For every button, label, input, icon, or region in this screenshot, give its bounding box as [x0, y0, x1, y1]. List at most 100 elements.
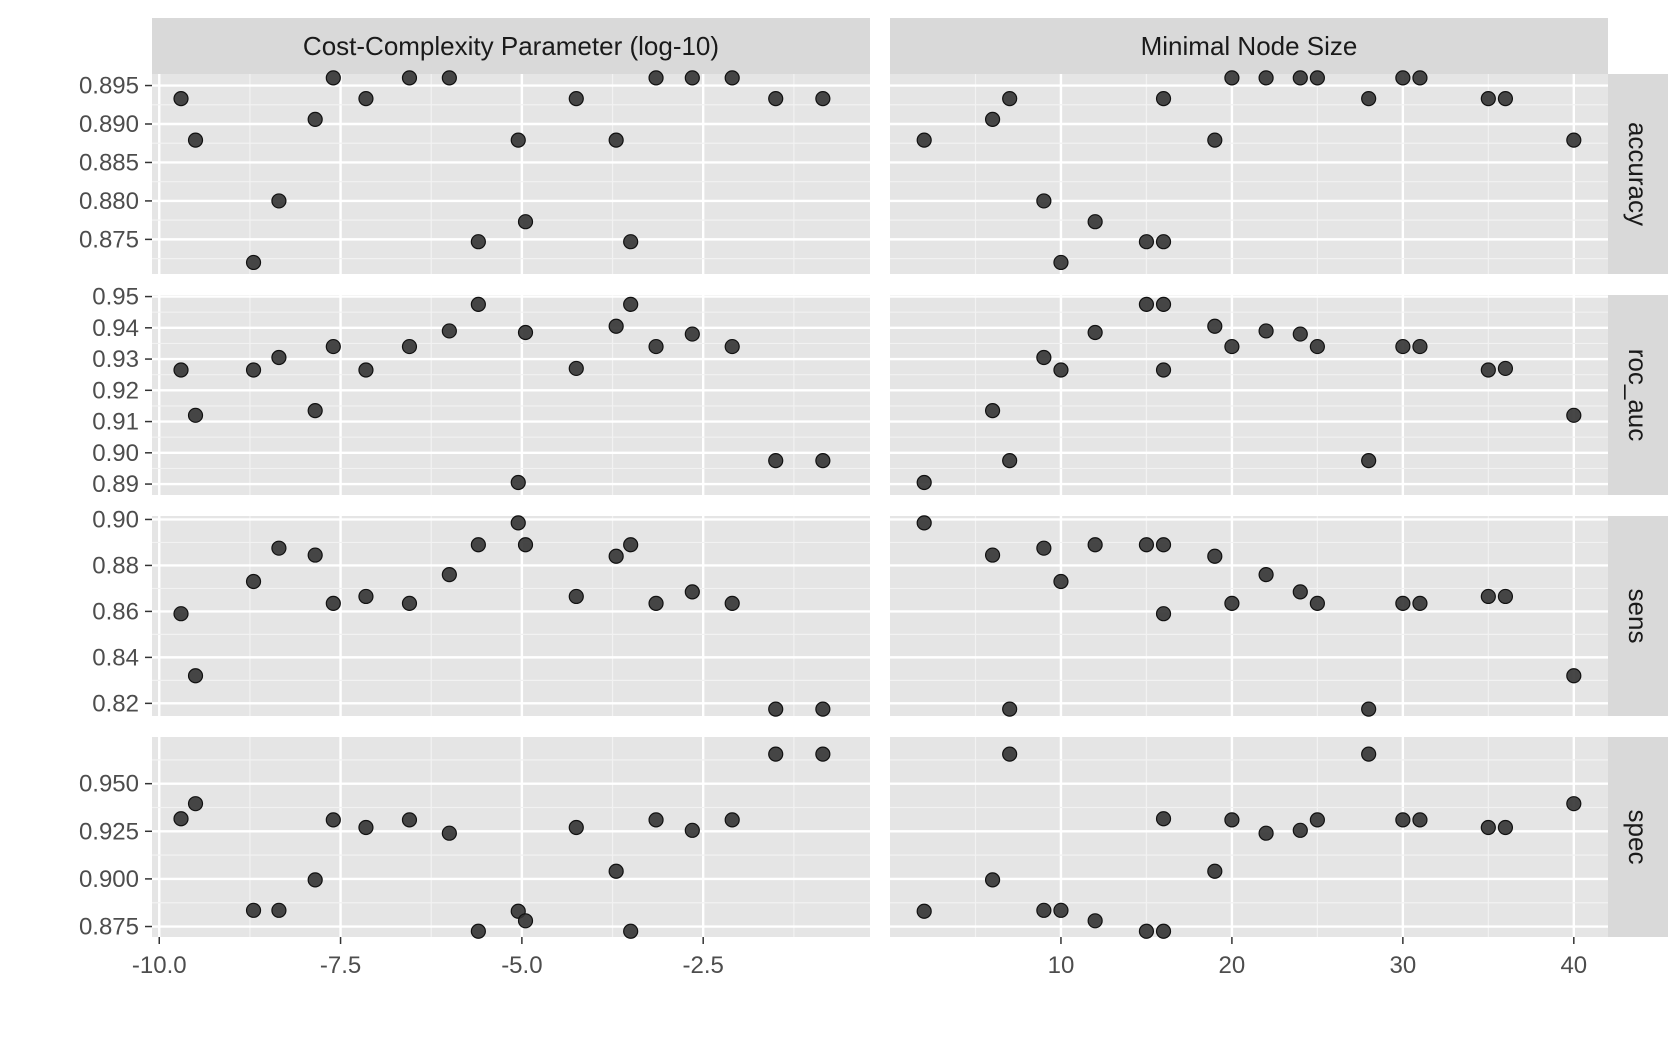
data-point-roc_auc-cost_log10 — [271, 349, 287, 366]
y-tick-label: 0.89 — [92, 471, 139, 498]
data-point-accuracy-cost_log10 — [623, 234, 639, 250]
y-tick-label: 0.900 — [79, 866, 139, 893]
data-point-accuracy-cost_log10 — [358, 91, 374, 107]
data-point-accuracy-cost_log10 — [568, 91, 584, 107]
data-point-accuracy-cost_log10 — [325, 70, 341, 86]
facet-label-column: Minimal Node Size — [1141, 31, 1358, 61]
facet-strip-right-2 — [1608, 516, 1668, 716]
facet-strip-top-1 — [890, 18, 1608, 74]
y-tick-label: 0.84 — [92, 644, 139, 671]
data-point-accuracy-min_n — [1002, 91, 1018, 107]
data-point-roc_auc-min_n — [1361, 453, 1377, 469]
data-point-spec-min_n — [1155, 811, 1172, 827]
data-point-roc_auc-min_n — [1053, 362, 1069, 378]
y-tick-label: 0.94 — [92, 315, 139, 342]
data-point-spec-cost_log10 — [271, 902, 287, 918]
data-point-roc_auc-cost_log10 — [441, 323, 457, 339]
data-point-roc_auc-cost_log10 — [401, 338, 418, 355]
data-point-spec-min_n — [1155, 923, 1172, 939]
data-point-spec-cost_log10 — [648, 812, 664, 828]
data-point-sens-cost_log10 — [568, 588, 584, 605]
data-point-sens-min_n — [1155, 537, 1172, 553]
data-point-sens-min_n — [1292, 584, 1308, 600]
data-point-roc_auc-min_n — [1155, 362, 1172, 378]
data-point-sens-cost_log10 — [245, 573, 262, 590]
x-tick-label: 30 — [1390, 952, 1417, 979]
data-point-spec-min_n — [1224, 812, 1240, 828]
x-tick-label: 10 — [1048, 952, 1075, 979]
data-point-spec-min_n — [1138, 923, 1155, 939]
data-point-sens-cost_log10 — [325, 595, 341, 611]
data-point-roc_auc-min_n — [1395, 338, 1411, 355]
data-point-roc_auc-min_n — [1309, 338, 1325, 355]
data-point-roc_auc-min_n — [1002, 453, 1018, 469]
y-tick-label: 0.88 — [92, 552, 139, 579]
y-tick-label: 0.90 — [92, 440, 139, 467]
data-point-accuracy-min_n — [1087, 214, 1103, 230]
facet-strip-right-0 — [1608, 74, 1668, 274]
data-point-accuracy-min_n — [1566, 132, 1582, 148]
data-point-accuracy-cost_log10 — [187, 132, 204, 148]
data-point-accuracy-min_n — [1292, 70, 1308, 86]
data-point-sens-min_n — [984, 547, 1001, 563]
data-point-roc_auc-min_n — [1566, 407, 1582, 423]
data-point-spec-cost_log10 — [245, 902, 262, 918]
data-point-spec-cost_log10 — [568, 819, 584, 836]
data-point-spec-min_n — [1361, 746, 1377, 762]
data-point-spec-min_n — [916, 903, 932, 919]
panel-roc_auc-1 — [890, 295, 1608, 495]
data-point-roc_auc-min_n — [1155, 296, 1172, 312]
data-point-accuracy-min_n — [1480, 91, 1496, 107]
y-tick-label: 0.95 — [92, 284, 139, 311]
data-point-sens-cost_log10 — [768, 701, 784, 717]
data-point-roc_auc-min_n — [916, 474, 932, 491]
data-point-roc_auc-min_n — [984, 403, 1001, 419]
data-point-roc_auc-cost_log10 — [623, 296, 639, 312]
facet-label-column: Cost-Complexity Parameter (log-10) — [303, 31, 719, 61]
data-point-accuracy-min_n — [1224, 70, 1240, 86]
data-point-spec-cost_log10 — [173, 811, 189, 827]
data-point-spec-cost_log10 — [307, 872, 323, 888]
data-point-roc_auc-cost_log10 — [815, 453, 831, 469]
data-point-accuracy-cost_log10 — [173, 91, 189, 107]
data-point-spec-min_n — [1036, 902, 1052, 918]
y-tick-label: 0.82 — [92, 690, 139, 717]
data-point-sens-min_n — [1224, 595, 1240, 611]
data-point-roc_auc-cost_log10 — [568, 360, 584, 377]
data-point-spec-min_n — [984, 872, 1001, 888]
data-point-accuracy-cost_log10 — [271, 193, 287, 209]
x-tick-label: -10.0 — [132, 952, 187, 979]
data-point-accuracy-min_n — [1138, 234, 1155, 250]
data-point-accuracy-min_n — [1497, 91, 1514, 107]
data-point-roc_auc-min_n — [1497, 360, 1514, 377]
data-point-accuracy-cost_log10 — [401, 70, 418, 86]
facet-strip-top-0 — [152, 18, 870, 74]
data-point-accuracy-cost_log10 — [517, 214, 534, 230]
panel-accuracy-0 — [152, 74, 870, 274]
data-point-accuracy-min_n — [1053, 254, 1069, 271]
data-point-roc_auc-cost_log10 — [648, 338, 664, 355]
data-point-roc_auc-min_n — [1224, 338, 1240, 355]
data-point-accuracy-min_n — [1361, 91, 1377, 107]
panel-spec-0 — [152, 737, 870, 937]
x-tick-label: 40 — [1560, 952, 1587, 979]
data-point-accuracy-min_n — [1036, 193, 1052, 209]
data-point-spec-cost_log10 — [815, 746, 831, 762]
data-point-spec-min_n — [1566, 796, 1582, 812]
data-point-sens-min_n — [1053, 573, 1069, 590]
facet-strip-right-3 — [1608, 737, 1668, 937]
data-point-sens-cost_log10 — [510, 515, 526, 531]
y-tick-label: 0.890 — [79, 111, 139, 138]
data-point-spec-min_n — [1258, 825, 1274, 841]
data-point-accuracy-min_n — [1207, 132, 1223, 148]
y-tick-label: 0.90 — [92, 506, 139, 533]
y-tick-label: 0.875 — [79, 226, 139, 253]
data-point-sens-cost_log10 — [358, 588, 374, 605]
y-tick-label: 0.925 — [79, 818, 139, 845]
data-point-sens-min_n — [1395, 595, 1411, 611]
data-point-roc_auc-cost_log10 — [187, 407, 204, 423]
data-point-roc_auc-min_n — [1480, 362, 1496, 378]
y-tick-label: 0.880 — [79, 188, 139, 215]
data-point-roc_auc-cost_log10 — [307, 403, 323, 419]
